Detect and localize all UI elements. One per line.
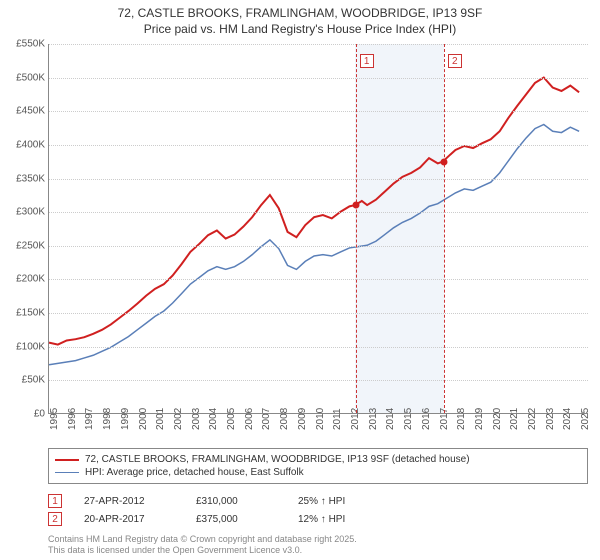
x-tick-label: 1996 [67, 408, 78, 430]
legend-swatch [55, 472, 79, 473]
legend: 72, CASTLE BROOKS, FRAMLINGHAM, WOODBRID… [48, 448, 588, 484]
sale-record-date: 20-APR-2017 [84, 514, 174, 525]
x-tick-label: 2003 [191, 408, 202, 430]
x-tick-label: 2020 [492, 408, 503, 430]
x-tick-label: 2006 [244, 408, 255, 430]
chart-title: 72, CASTLE BROOKS, FRAMLINGHAM, WOODBRID… [0, 0, 600, 37]
sale-marker: 1 [360, 54, 374, 68]
y-tick-label: £50K [5, 375, 45, 386]
title-line-1: 72, CASTLE BROOKS, FRAMLINGHAM, WOODBRID… [0, 6, 600, 22]
y-tick-label: £250K [5, 240, 45, 251]
y-tick-label: £450K [5, 106, 45, 117]
x-tick-label: 1995 [49, 408, 60, 430]
x-tick-label: 2010 [315, 408, 326, 430]
line-series-svg [49, 44, 588, 413]
y-tick-label: £0 [5, 409, 45, 420]
y-tick-label: £500K [5, 72, 45, 83]
x-tick-label: 2021 [509, 408, 520, 430]
x-tick-label: 2001 [155, 408, 166, 430]
gridline [49, 111, 588, 112]
gridline [49, 179, 588, 180]
sale-record-row: 2 20-APR-2017 £375,000 12% ↑ HPI [48, 512, 345, 526]
sale-dot [352, 202, 359, 209]
x-tick-label: 2013 [368, 408, 379, 430]
gridline [49, 279, 588, 280]
x-tick-label: 2008 [279, 408, 290, 430]
sale-record-marker: 2 [48, 512, 62, 526]
x-tick-label: 2005 [226, 408, 237, 430]
x-tick-label: 2019 [474, 408, 485, 430]
x-tick-label: 2024 [562, 408, 573, 430]
sale-record-price: £375,000 [196, 514, 276, 525]
y-tick-label: £200K [5, 274, 45, 285]
chart-container: 72, CASTLE BROOKS, FRAMLINGHAM, WOODBRID… [0, 0, 600, 560]
gridline [49, 347, 588, 348]
footer-line-2: This data is licensed under the Open Gov… [48, 545, 357, 556]
sale-record-diff: 25% ↑ HPI [298, 496, 345, 507]
y-tick-label: £300K [5, 207, 45, 218]
x-tick-label: 2011 [332, 408, 343, 430]
gridline [49, 78, 588, 79]
sale-vline [356, 44, 357, 413]
x-tick-label: 2009 [297, 408, 308, 430]
footer-attribution: Contains HM Land Registry data © Crown c… [48, 534, 357, 556]
gridline [49, 145, 588, 146]
gridline [49, 246, 588, 247]
gridline [49, 380, 588, 381]
x-tick-label: 2002 [173, 408, 184, 430]
y-tick-label: £100K [5, 341, 45, 352]
x-tick-label: 2018 [456, 408, 467, 430]
title-line-2: Price paid vs. HM Land Registry's House … [0, 22, 600, 38]
x-tick-label: 1998 [102, 408, 113, 430]
sale-record-row: 1 27-APR-2012 £310,000 25% ↑ HPI [48, 494, 345, 508]
sale-dot [440, 158, 447, 165]
x-tick-label: 1999 [120, 408, 131, 430]
sale-record-date: 27-APR-2012 [84, 496, 174, 507]
x-tick-label: 1997 [84, 408, 95, 430]
x-tick-label: 2014 [385, 408, 396, 430]
x-tick-label: 2015 [403, 408, 414, 430]
y-tick-label: £150K [5, 308, 45, 319]
sale-vline [444, 44, 445, 413]
y-tick-label: £550K [5, 39, 45, 50]
x-tick-label: 2022 [527, 408, 538, 430]
x-tick-label: 2000 [138, 408, 149, 430]
y-tick-label: £350K [5, 173, 45, 184]
gridline [49, 212, 588, 213]
x-tick-label: 2025 [580, 408, 591, 430]
sale-record-diff: 12% ↑ HPI [298, 514, 345, 525]
legend-row: HPI: Average price, detached house, East… [55, 466, 581, 479]
sale-record-marker: 1 [48, 494, 62, 508]
series-hpi [49, 124, 579, 364]
sale-record-price: £310,000 [196, 496, 276, 507]
legend-row: 72, CASTLE BROOKS, FRAMLINGHAM, WOODBRID… [55, 453, 581, 466]
footer-line-1: Contains HM Land Registry data © Crown c… [48, 534, 357, 545]
sale-marker: 2 [448, 54, 462, 68]
gridline [49, 313, 588, 314]
plot-area: £0£50K£100K£150K£200K£250K£300K£350K£400… [48, 44, 588, 414]
legend-swatch [55, 459, 79, 461]
gridline [49, 44, 588, 45]
x-tick-label: 2016 [421, 408, 432, 430]
x-tick-label: 2023 [545, 408, 556, 430]
x-tick-label: 2007 [261, 408, 272, 430]
legend-label: 72, CASTLE BROOKS, FRAMLINGHAM, WOODBRID… [85, 454, 470, 465]
y-tick-label: £400K [5, 139, 45, 150]
legend-label: HPI: Average price, detached house, East… [85, 467, 304, 478]
x-tick-label: 2004 [208, 408, 219, 430]
series-property_price [49, 78, 579, 345]
